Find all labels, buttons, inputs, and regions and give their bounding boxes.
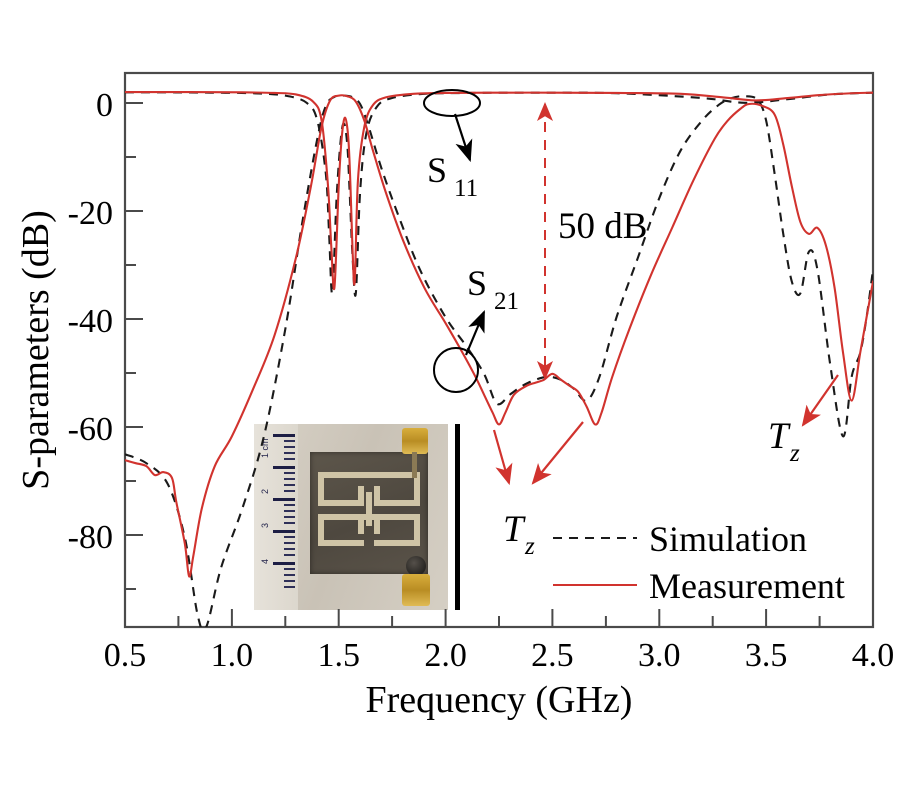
x-tick-label-3-0: 3.0	[638, 637, 681, 674]
ruler: 1 cm 2 3 4	[254, 424, 298, 610]
curve-measurement-s11	[125, 90, 873, 291]
suppression-label: 50 dB	[558, 206, 647, 247]
x-tick-label-0-5: 0.5	[104, 637, 147, 674]
y-tick-label-minus60: -60	[68, 411, 113, 448]
tz-right-label: T	[768, 416, 791, 457]
tz-right-arrow	[801, 374, 839, 427]
curve-measurement-s21	[125, 94, 873, 578]
annotation-tz-right: T z	[768, 374, 839, 467]
tz-left-label: T	[503, 509, 526, 550]
sma-solder-pad	[406, 556, 426, 576]
tz-left-subscript: z	[524, 533, 535, 560]
annotation-tz-left: T z	[492, 421, 584, 560]
y-tick-label-minus40: -40	[68, 303, 113, 340]
s21-subscript: 21	[494, 288, 519, 315]
s11-subscript: 11	[454, 175, 478, 202]
fabricated-filter-photo: 1 cm 2 3 4	[254, 424, 448, 610]
s21-leader-arrow	[464, 309, 486, 356]
s21-label: S	[467, 263, 487, 303]
x-axis-ticks	[124, 609, 874, 627]
legend-label-simulation: Simulation	[649, 519, 807, 559]
y-axis-title: S-parameters (dB)	[15, 210, 57, 490]
sma-connector-bottom	[402, 574, 430, 606]
y-tick-label-0: 0	[96, 87, 113, 124]
data-curves	[125, 90, 873, 627]
x-axis-tick-labels: 0.5 1.0 1.5 2.0 2.5 3.0 3.5 4.0	[104, 637, 895, 674]
y-axis-tick-labels: 0 -20 -40 -60 -80	[68, 87, 113, 556]
legend-label-measurement: Measurement	[649, 566, 845, 606]
tz-right-subscript: z	[789, 440, 800, 467]
s11-label: S	[427, 150, 447, 190]
x-tick-label-2-0: 2.0	[424, 637, 467, 674]
x-tick-label-1-5: 1.5	[317, 637, 360, 674]
curve-simulation-s11	[125, 91, 873, 297]
annotation-s21: S 21	[433, 263, 519, 393]
x-tick-label-3-5: 3.5	[745, 637, 788, 674]
legend: Simulation Measurement	[553, 519, 845, 606]
s21-callout-circle	[433, 347, 479, 393]
s11-callout-ellipse	[423, 89, 481, 117]
x-tick-label-2-5: 2.5	[531, 637, 574, 674]
filter-substrate	[310, 452, 428, 574]
sma-connector-top	[402, 428, 428, 454]
s11-leader-arrow	[453, 113, 473, 163]
y-axis-ticks	[125, 102, 143, 590]
curve-simulation-s21	[125, 94, 873, 627]
x-tick-label-1-0: 1.0	[211, 637, 254, 674]
tz-left-arrow-zero1	[492, 429, 513, 486]
tz-left-arrow-zero2	[531, 421, 584, 485]
y-tick-label-minus80: -80	[68, 519, 113, 556]
annotation-suppression-50db: 50 dB	[537, 102, 647, 380]
annotation-s11: S 11	[423, 89, 481, 202]
y-tick-label-minus20: -20	[68, 195, 113, 232]
inset-scale-bar	[455, 424, 460, 610]
x-tick-label-4-0: 4.0	[852, 637, 895, 674]
x-axis-title: Frequency (GHz)	[366, 679, 633, 721]
